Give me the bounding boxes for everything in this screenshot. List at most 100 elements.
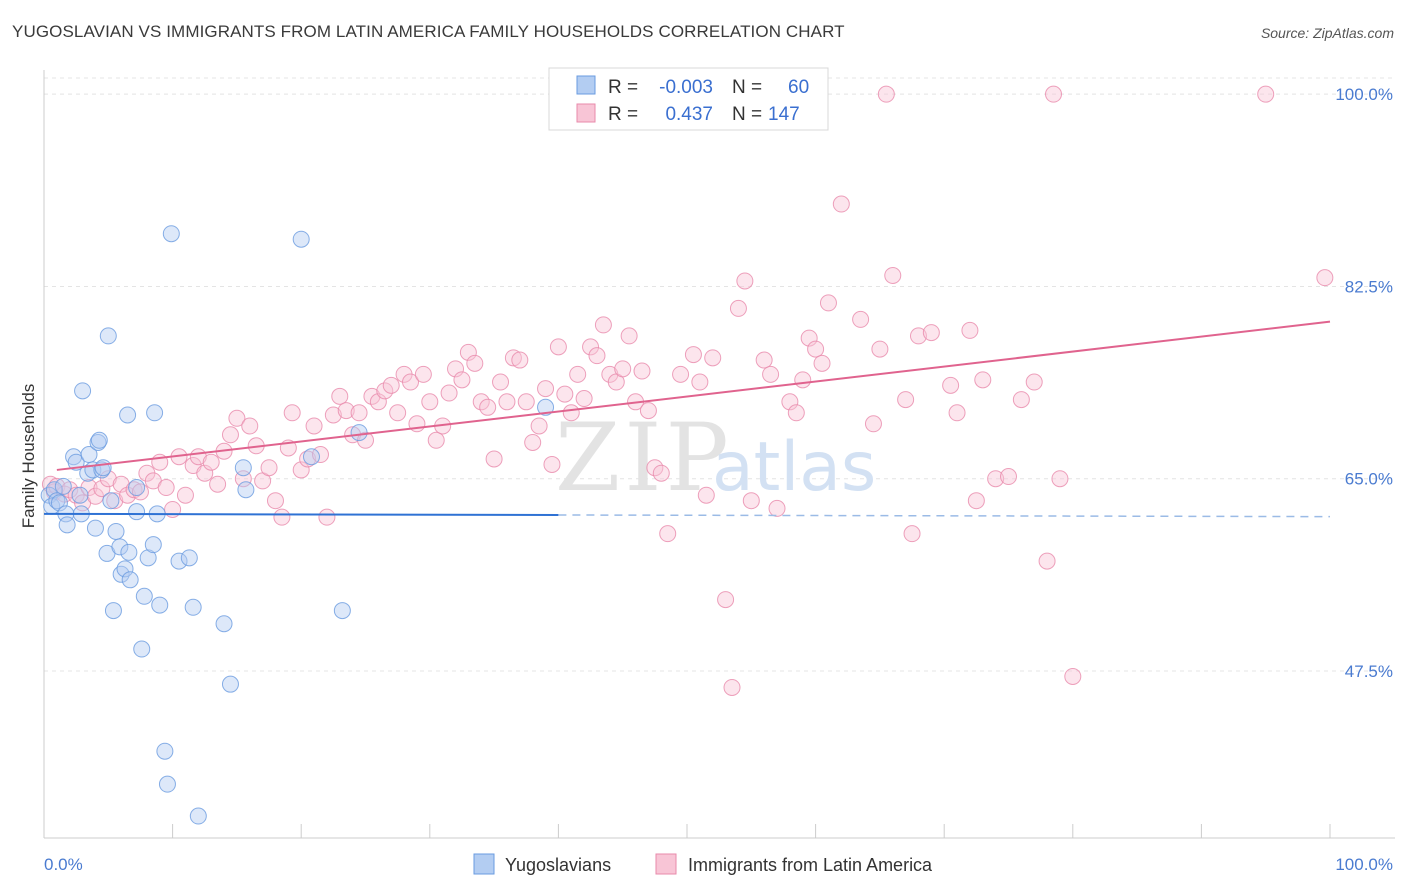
grid-lines [44,77,1395,672]
legend-r-value-2: 0.437 [665,104,713,125]
point-s1-86 [588,347,606,365]
point-s1-46 [331,387,349,405]
point-s1-99 [684,346,702,364]
point-s1-78 [537,380,555,398]
point-s0-7 [58,516,76,534]
point-s0-13 [79,464,97,482]
y-tick-label-2: 65.0% [1345,470,1393,489]
point-s1-76 [524,433,542,451]
point-s1-96 [652,464,670,482]
point-s1-55 [389,404,407,422]
legend-swatch-latin-america [576,103,596,123]
point-s1-61 [427,431,445,449]
point-s1-107 [742,492,760,510]
point-s1-129 [948,404,966,422]
point-s1-90 [614,360,632,378]
watermark-zip: ZIP [555,404,733,513]
legend-n-value-2: 147 [768,104,800,125]
point-s1-26 [202,453,220,471]
point-s1-116 [813,354,831,372]
point-s0-25 [107,522,125,540]
legend-swatch-yugoslavians [576,75,596,95]
legend-r-value-1: -0.003 [659,77,713,98]
legend-r-label-1: R = [608,77,638,98]
y-axis-title: Family Households [19,384,38,529]
point-s0-55 [350,424,368,442]
point-s1-130 [961,321,979,339]
point-s0-16 [86,519,104,537]
point-s0-49 [221,675,239,693]
point-s1-49 [350,404,368,422]
point-s0-38 [146,404,164,422]
point-s1-123 [884,266,902,284]
point-s1-105 [729,299,747,317]
point-s1-114 [800,329,818,347]
legend-n-label-2: N = [732,104,762,125]
point-s0-47 [189,807,207,825]
point-s1-133 [987,470,1005,488]
point-s0-24 [104,602,122,620]
point-s1-125 [903,525,921,543]
point-s0-46 [184,598,202,616]
point-s0-23 [102,492,120,510]
point-s1-139 [1051,470,1069,488]
point-s1-52 [369,393,387,411]
point-s1-25 [196,464,214,482]
point-s0-32 [128,479,146,497]
point-s1-73 [504,349,522,367]
point-s0-48 [215,615,233,633]
point-s1-97 [659,525,677,543]
point-s1-32 [241,417,259,435]
point-s0-5 [54,477,72,495]
x-tick-label-0: 0.0% [44,855,83,874]
point-s1-140 [1064,667,1082,685]
point-s1-36 [266,492,284,510]
point-s1-134 [1000,468,1017,486]
chart-title: YUGOSLAVIAN VS IMMIGRANTS FROM LATIN AME… [12,22,845,41]
point-s0-30 [120,543,138,561]
point-s1-80 [549,338,567,356]
point-s0-10 [71,486,89,504]
legend-n-label-1: N = [732,77,762,98]
point-s1-9 [93,480,111,498]
point-s1-122 [877,85,895,103]
watermark: ZIP atlas [555,404,876,513]
point-s1-70 [485,450,503,468]
point-s0-34 [133,640,151,658]
point-s1-102 [704,349,722,367]
point-s1-42 [305,417,323,435]
point-s1-132 [974,371,992,389]
point-s1-57 [402,373,420,391]
point-s1-91 [620,327,638,345]
point-s0-54 [333,602,351,620]
point-s1-84 [575,390,593,408]
legend-r-label-2: R = [608,104,638,125]
point-s0-43 [162,225,180,243]
point-s0-44 [170,552,188,570]
point-s1-47 [337,402,355,420]
point-s0-18 [90,431,108,449]
point-s1-104 [723,678,741,696]
stats-legend: R = -0.003 N = 60 R = 0.437 N = 147 [548,67,829,131]
point-s1-126 [909,327,927,345]
point-s0-56 [537,398,555,416]
point-s0-53 [302,448,320,466]
point-s1-82 [562,404,580,422]
point-s1-30 [228,409,246,427]
point-s1-11 [106,492,124,510]
point-s1-74 [511,351,529,369]
point-s1-118 [832,195,850,213]
point-s1-54 [382,376,400,394]
point-s0-40 [151,596,169,614]
point-s1-64 [447,360,465,378]
point-s1-93 [633,362,651,380]
series-legend: Yugoslavians Immigrants from Latin Ameri… [473,853,933,875]
point-s1-75 [517,393,535,411]
legend-n-value-1: 60 [788,77,809,98]
point-s0-28 [116,560,134,578]
y-tick-labels: 100.0% 82.5% 65.0% 47.5% [1335,85,1393,681]
watermark-atlas: atlas [712,428,876,507]
x-tick-labels: 0.0% 100.0% [44,855,1393,874]
y-tick-label-3: 47.5% [1345,662,1393,681]
point-s1-101 [697,486,715,504]
